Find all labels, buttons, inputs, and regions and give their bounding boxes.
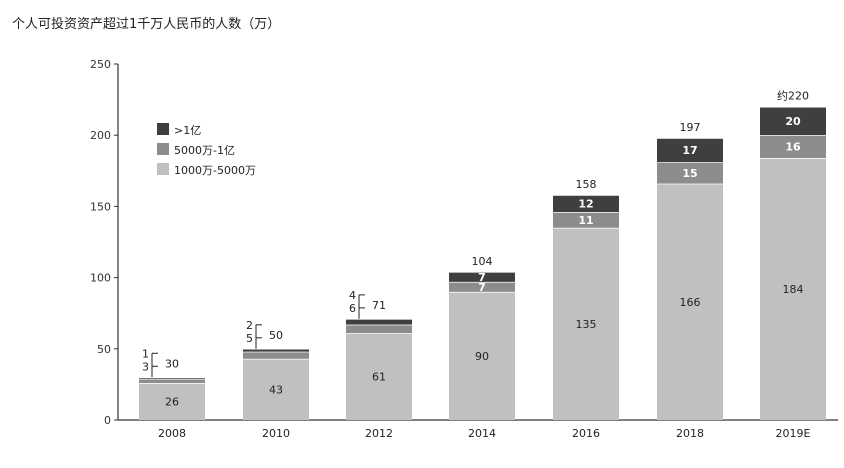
bar-segment (449, 281, 515, 292)
bar-segment (760, 135, 826, 158)
data-label: 184 (783, 283, 804, 296)
legend-label: 1000万-5000万 (174, 164, 256, 177)
data-label: 1 (142, 347, 149, 360)
y-tick-label: 50 (97, 343, 111, 356)
data-label: 166 (680, 296, 701, 309)
bar-segment (243, 348, 309, 352)
bar-segment (346, 324, 412, 334)
bar-segment (657, 162, 723, 184)
data-label: 11 (578, 214, 593, 227)
total-label: 104 (472, 255, 493, 268)
total-label: 71 (372, 299, 386, 312)
legend-swatch (157, 163, 169, 175)
x-tick-label: 2018 (676, 427, 704, 440)
x-tick-label: 2019E (776, 427, 811, 440)
data-label: 3 (142, 360, 149, 373)
data-label: 135 (576, 318, 597, 331)
y-tick-label: 150 (90, 200, 111, 213)
x-tick-label: 2012 (365, 427, 393, 440)
bar-segment (553, 227, 619, 420)
bar-segment (243, 358, 309, 420)
chart-title: 个人可投资资产超过1千万人民币的人数（万） (12, 17, 281, 32)
y-tick-label: 200 (90, 129, 111, 142)
data-label: 5 (246, 332, 253, 345)
legend-label: 5000万-1亿 (174, 144, 235, 157)
total-label: 50 (269, 329, 283, 342)
legend-label: >1亿 (174, 124, 201, 137)
bar-segment (243, 351, 309, 359)
total-label: 约220 (777, 90, 809, 103)
data-label: 16 (785, 141, 801, 154)
x-tick-label: 2014 (468, 427, 496, 440)
bar-segment (760, 106, 826, 136)
x-tick-label: 2016 (572, 427, 600, 440)
bar-segment (139, 382, 205, 420)
x-tick-label: 2010 (262, 427, 290, 440)
y-tick-label: 250 (90, 58, 111, 71)
data-label: 26 (165, 395, 179, 408)
data-label: 4 (349, 289, 356, 302)
data-label: 6 (349, 302, 356, 315)
data-label: 2 (246, 319, 253, 332)
x-tick-label: 2008 (158, 427, 186, 440)
legend-swatch (157, 143, 169, 155)
y-tick-label: 100 (90, 272, 111, 285)
bar-segment (657, 138, 723, 163)
total-label: 158 (576, 178, 597, 191)
data-label: 7 (478, 281, 486, 294)
data-label: 20 (785, 115, 801, 128)
total-label: 30 (165, 357, 179, 370)
y-tick-label: 0 (104, 414, 111, 427)
data-label: 43 (269, 383, 283, 396)
data-label: 61 (372, 371, 386, 384)
bar-segment (449, 291, 515, 420)
legend-swatch (157, 123, 169, 135)
data-label: 12 (578, 198, 593, 211)
bar-segment (346, 333, 412, 420)
data-label: 15 (682, 167, 697, 180)
bar-segment (449, 271, 515, 282)
data-label: 17 (682, 144, 697, 157)
bar-segment (139, 378, 205, 383)
bar-segment (760, 157, 826, 420)
bar-segment (553, 195, 619, 213)
bar-segment (553, 212, 619, 228)
data-label: 7 (478, 271, 486, 284)
total-label: 197 (680, 121, 701, 134)
bar-segment (346, 318, 412, 325)
data-label: 90 (475, 350, 489, 363)
bar-segment (657, 183, 723, 420)
